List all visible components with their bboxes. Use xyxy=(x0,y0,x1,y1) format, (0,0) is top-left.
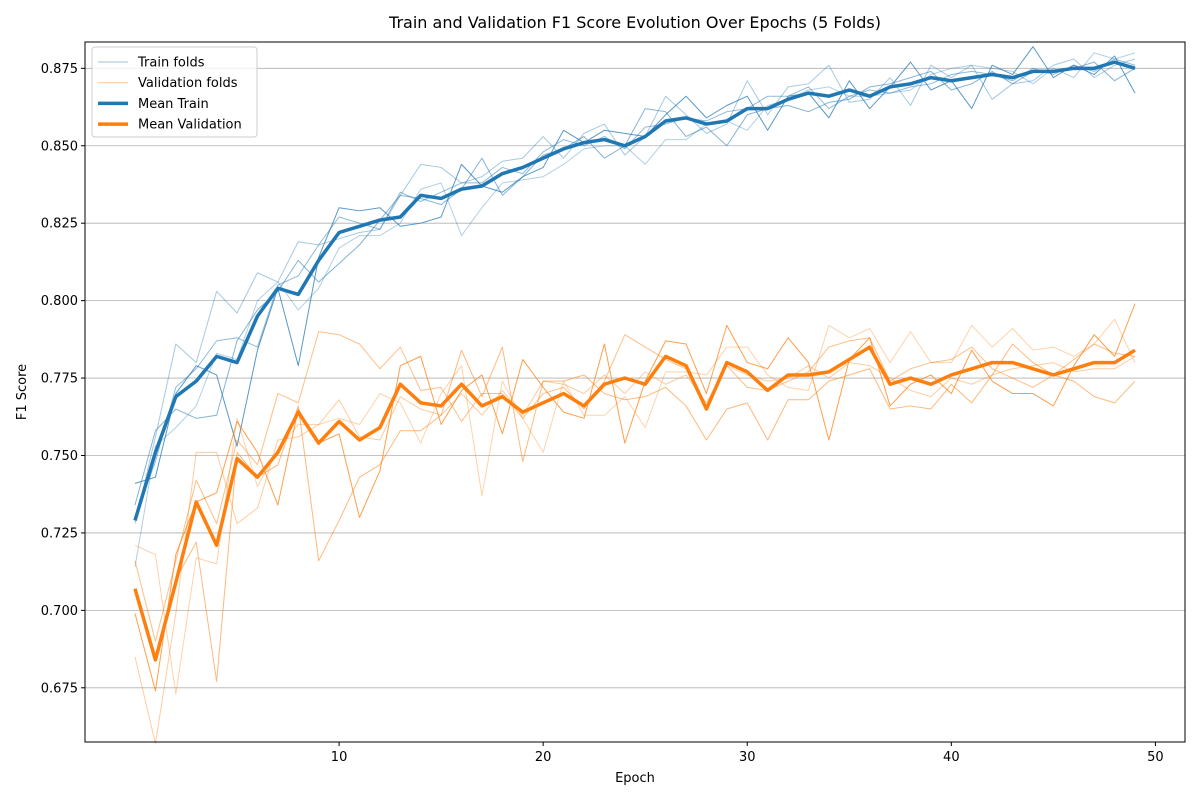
y-gridlines xyxy=(85,67,1185,689)
mean-validation-line xyxy=(133,345,1136,662)
legend-label: Train folds xyxy=(137,56,205,71)
series-layer xyxy=(133,46,1136,745)
axis-ticks: 0.675 0.700 0.725 0.750 0.775 0.800 0.825 0.850… xyxy=(41,62,1164,765)
x-tick-label: 40 xyxy=(943,750,960,765)
x-tick-label: 10 xyxy=(331,750,348,765)
legend-box xyxy=(91,46,258,138)
y-tick-label: 0.725 xyxy=(41,526,78,541)
y-tick-label: 0.850 xyxy=(41,139,78,154)
train-fold-line xyxy=(134,46,1136,484)
legend-label: Mean Validation xyxy=(138,118,242,133)
train-fold-line xyxy=(134,58,1136,524)
y-tick-label: 0.875 xyxy=(41,62,78,77)
x-tick-label: 20 xyxy=(535,750,552,765)
chart-title: Train and Validation F1 Score Evolution … xyxy=(388,13,881,32)
validation-fold-line xyxy=(134,343,1136,683)
y-tick-label: 0.700 xyxy=(41,604,78,619)
x-tick-label: 50 xyxy=(1147,750,1164,765)
train-fold-line xyxy=(134,61,1136,506)
train-fold-line xyxy=(134,52,1136,568)
legend-label: Validation folds xyxy=(138,76,238,91)
y-tick-label: 0.825 xyxy=(41,217,78,232)
x-axis-label: Epoch xyxy=(615,771,655,786)
y-tick-label: 0.775 xyxy=(41,372,78,387)
train-fold-line xyxy=(134,58,1136,518)
y-tick-label: 0.800 xyxy=(41,294,78,309)
legend-label: Mean Train xyxy=(138,97,209,112)
validation-fold-line xyxy=(134,318,1136,695)
y-axis-label: F1 Score xyxy=(15,364,30,420)
plot-frame xyxy=(84,41,1186,743)
y-tick-label: 0.750 xyxy=(41,449,78,464)
y-tick-label: 0.675 xyxy=(41,681,78,696)
x-tick-label: 30 xyxy=(739,750,756,765)
mean-train-line xyxy=(133,60,1136,522)
validation-fold-line xyxy=(134,331,1136,642)
legend: Train folds Validation folds Mean Train Mea… xyxy=(91,46,258,138)
